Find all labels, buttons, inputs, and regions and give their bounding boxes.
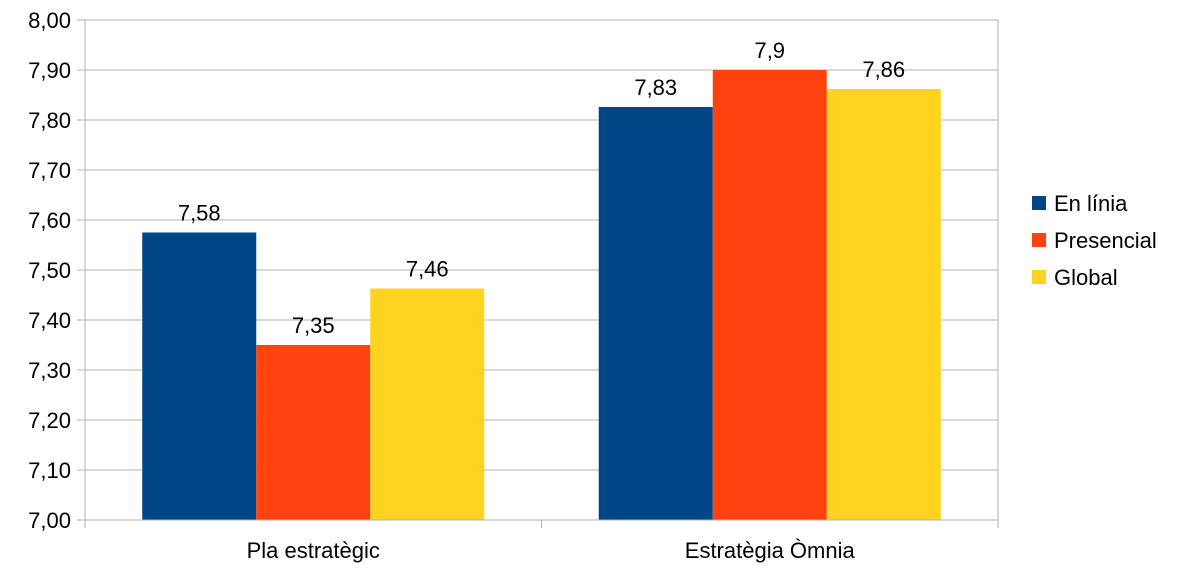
y-tick-label: 7,70 bbox=[28, 158, 71, 183]
x-category-label: Pla estratègic bbox=[247, 538, 380, 563]
legend-swatch bbox=[1032, 270, 1046, 284]
y-tick-label: 7,90 bbox=[28, 58, 71, 83]
y-tick-label: 7,80 bbox=[28, 108, 71, 133]
data-label: 7,46 bbox=[406, 257, 449, 282]
bar bbox=[370, 288, 485, 520]
y-tick-label: 8,00 bbox=[28, 8, 71, 33]
y-tick-labels: 7,00 7,10 7,20 7,30 7,40 7,50 7,60 7,70 7,80 7,90… bbox=[28, 8, 71, 533]
x-category-label: Estratègia Òmnia bbox=[685, 538, 856, 563]
legend: En línia Presencial Global bbox=[1032, 191, 1157, 290]
bar bbox=[598, 107, 713, 520]
data-label: 7,35 bbox=[292, 313, 335, 338]
legend-swatch bbox=[1032, 233, 1046, 247]
bar bbox=[142, 232, 257, 520]
data-labels: 7,58 7,35 7,46 7,83 7,9 7,86 bbox=[178, 38, 905, 338]
data-label: 7,9 bbox=[754, 38, 785, 63]
data-label: 7,83 bbox=[634, 75, 677, 100]
legend-label: Global bbox=[1054, 265, 1118, 290]
category-labels: Pla estratègic Estratègia Òmnia bbox=[247, 538, 856, 563]
legend-swatch bbox=[1032, 196, 1046, 210]
axes bbox=[84, 20, 999, 528]
data-label: 7,86 bbox=[862, 57, 905, 82]
y-tick-label: 7,30 bbox=[28, 358, 71, 383]
y-tick-label: 7,60 bbox=[28, 208, 71, 233]
legend-label: Presencial bbox=[1054, 228, 1157, 253]
y-tick-label: 7,10 bbox=[28, 458, 71, 483]
bar bbox=[256, 345, 371, 520]
data-label: 7,58 bbox=[178, 201, 221, 226]
bar bbox=[712, 70, 827, 520]
legend-label: En línia bbox=[1054, 191, 1128, 216]
y-tick-label: 7,20 bbox=[28, 408, 71, 433]
y-tick-label: 7,50 bbox=[28, 258, 71, 283]
bars bbox=[142, 70, 941, 520]
bar bbox=[826, 89, 941, 520]
y-tick-label: 7,00 bbox=[28, 508, 71, 533]
y-tick-label: 7,40 bbox=[28, 308, 71, 333]
